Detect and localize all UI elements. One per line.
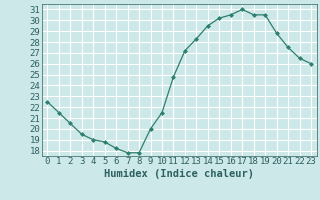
X-axis label: Humidex (Indice chaleur): Humidex (Indice chaleur) xyxy=(104,169,254,179)
